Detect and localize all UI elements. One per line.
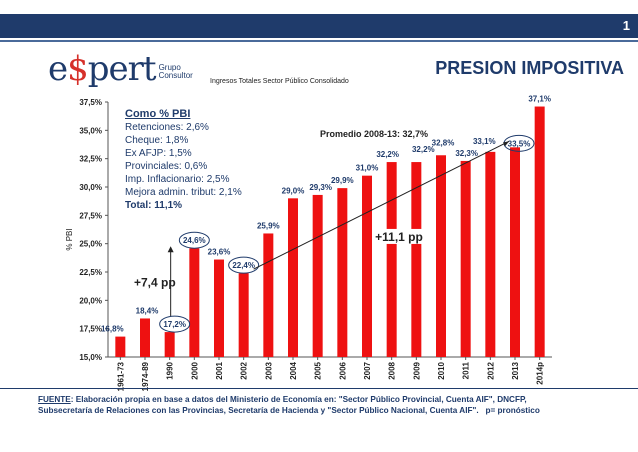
header-divider bbox=[0, 40, 638, 42]
data-label: 22,4% bbox=[232, 261, 255, 270]
page-title: PRESION IMPOSITIVA bbox=[435, 58, 624, 78]
x-tick-label: 2011 bbox=[462, 361, 471, 379]
x-tick-label: 1961-73 bbox=[116, 361, 125, 391]
company-logo: e$pert Grupo Consultor bbox=[48, 52, 193, 86]
logo-wordmark: e$pert bbox=[48, 49, 157, 89]
data-label: 33,5% bbox=[508, 139, 531, 148]
components-total: Total: 11,1% bbox=[125, 200, 183, 211]
y-tick-label: 20,0% bbox=[79, 296, 102, 305]
bar bbox=[312, 194, 323, 357]
x-tick-label: 2006 bbox=[338, 361, 347, 379]
data-label: 37,1% bbox=[528, 95, 551, 104]
bar bbox=[164, 332, 175, 357]
circle-2002 bbox=[228, 256, 260, 274]
circle-2000 bbox=[178, 231, 210, 249]
y-axis-label: % PBI bbox=[65, 228, 74, 250]
bar bbox=[436, 155, 446, 357]
x-tick-label: 2008 bbox=[388, 361, 397, 379]
y-tick-label: 22,5% bbox=[79, 268, 102, 277]
x-tick-label: 2002 bbox=[240, 361, 249, 379]
data-label: 32,2% bbox=[376, 150, 399, 159]
bar bbox=[362, 175, 372, 357]
increase-arrowhead bbox=[167, 246, 174, 253]
components-box: Como % PBI Retenciones: 2,6% Cheque: 1,8… bbox=[125, 108, 242, 212]
top-banner bbox=[0, 14, 580, 38]
bar bbox=[510, 147, 520, 357]
circle-1990 bbox=[159, 315, 191, 333]
footer-divider bbox=[0, 388, 638, 389]
component-item: Cheque: 1,8% bbox=[125, 135, 189, 146]
x-tick-label: 2013 bbox=[511, 361, 520, 379]
y-tick-label: 25,0% bbox=[79, 240, 102, 249]
x-tick-label: 2000 bbox=[190, 361, 199, 379]
data-label: 18,4% bbox=[136, 306, 159, 315]
component-item: Retenciones: 2,6% bbox=[125, 122, 209, 133]
data-label: 31,0% bbox=[356, 164, 379, 173]
y-tick-label: 37,5% bbox=[79, 98, 102, 107]
y-tick-label: 17,5% bbox=[79, 325, 102, 334]
bar bbox=[337, 188, 348, 357]
y-tick-label: 15,0% bbox=[79, 353, 102, 362]
component-item: Ex AFJP: 1,5% bbox=[125, 148, 192, 159]
y-tick-label: 27,5% bbox=[79, 211, 102, 220]
component-item: Imp. Inflacionario: 2,5% bbox=[125, 174, 230, 185]
x-tick-label: 2007 bbox=[363, 361, 372, 379]
x-tick-label: 2014p bbox=[536, 362, 545, 385]
bar bbox=[411, 162, 422, 357]
bar bbox=[534, 106, 545, 358]
data-label: 16,8% bbox=[101, 325, 124, 334]
data-label: 24,6% bbox=[183, 236, 206, 245]
x-tick-label: 1990 bbox=[166, 361, 175, 379]
component-item: Provinciales: 0,6% bbox=[125, 161, 208, 172]
x-tick-label: 2010 bbox=[437, 361, 446, 379]
x-tick-label: 2009 bbox=[412, 361, 421, 379]
increase-label-bg bbox=[372, 228, 426, 244]
source-footnote: FUENTE: Elaboración propia en base a dat… bbox=[38, 395, 540, 415]
data-label: 29,3% bbox=[309, 183, 332, 192]
logo-subtitle: Grupo Consultor bbox=[158, 63, 193, 80]
trend-arrowhead bbox=[503, 141, 509, 147]
components-heading: Como % PBI bbox=[125, 108, 191, 120]
y-tick-label: 32,5% bbox=[79, 155, 102, 164]
x-tick-label: 2001 bbox=[215, 361, 224, 379]
bar bbox=[115, 336, 126, 357]
bar bbox=[189, 248, 200, 357]
data-label: 23,6% bbox=[208, 248, 231, 257]
bar bbox=[288, 198, 298, 357]
bar bbox=[460, 160, 471, 357]
y-tick-label: 30,0% bbox=[79, 183, 102, 192]
x-tick-label: 2003 bbox=[264, 361, 273, 379]
trend-arrow bbox=[253, 140, 510, 270]
bar bbox=[140, 318, 150, 357]
data-label: 17,2% bbox=[163, 320, 186, 329]
data-label: 29,9% bbox=[331, 176, 354, 185]
left-increase-label: +7,4 pp bbox=[134, 276, 176, 290]
data-label: 25,9% bbox=[257, 221, 280, 230]
y-tick-label: 35,0% bbox=[79, 126, 102, 135]
bar bbox=[238, 273, 249, 357]
data-label: 32,8% bbox=[432, 138, 455, 147]
chart-title: Ingresos Totales Sector Público Consolid… bbox=[210, 78, 349, 85]
x-tick-label: 2012 bbox=[486, 361, 495, 379]
x-tick-label: 2005 bbox=[314, 361, 323, 379]
bar bbox=[263, 233, 274, 357]
bar bbox=[214, 259, 224, 357]
data-label: 29,0% bbox=[282, 186, 305, 195]
right-increase-label: +11,1 pp bbox=[375, 230, 423, 244]
data-label: 33,1% bbox=[473, 137, 496, 146]
x-tick-label: 1974-89 bbox=[141, 361, 150, 391]
page-number: 1 bbox=[580, 14, 638, 38]
average-annotation: Promedio 2008-13: 32,7% bbox=[320, 129, 428, 139]
component-item: Mejora admin. tribut: 2,1% bbox=[125, 187, 242, 198]
data-label: 32,2% bbox=[412, 145, 435, 154]
bar bbox=[485, 151, 496, 357]
data-label: 32,3% bbox=[455, 149, 478, 158]
bar bbox=[386, 162, 397, 357]
x-tick-label: 2004 bbox=[289, 361, 298, 379]
